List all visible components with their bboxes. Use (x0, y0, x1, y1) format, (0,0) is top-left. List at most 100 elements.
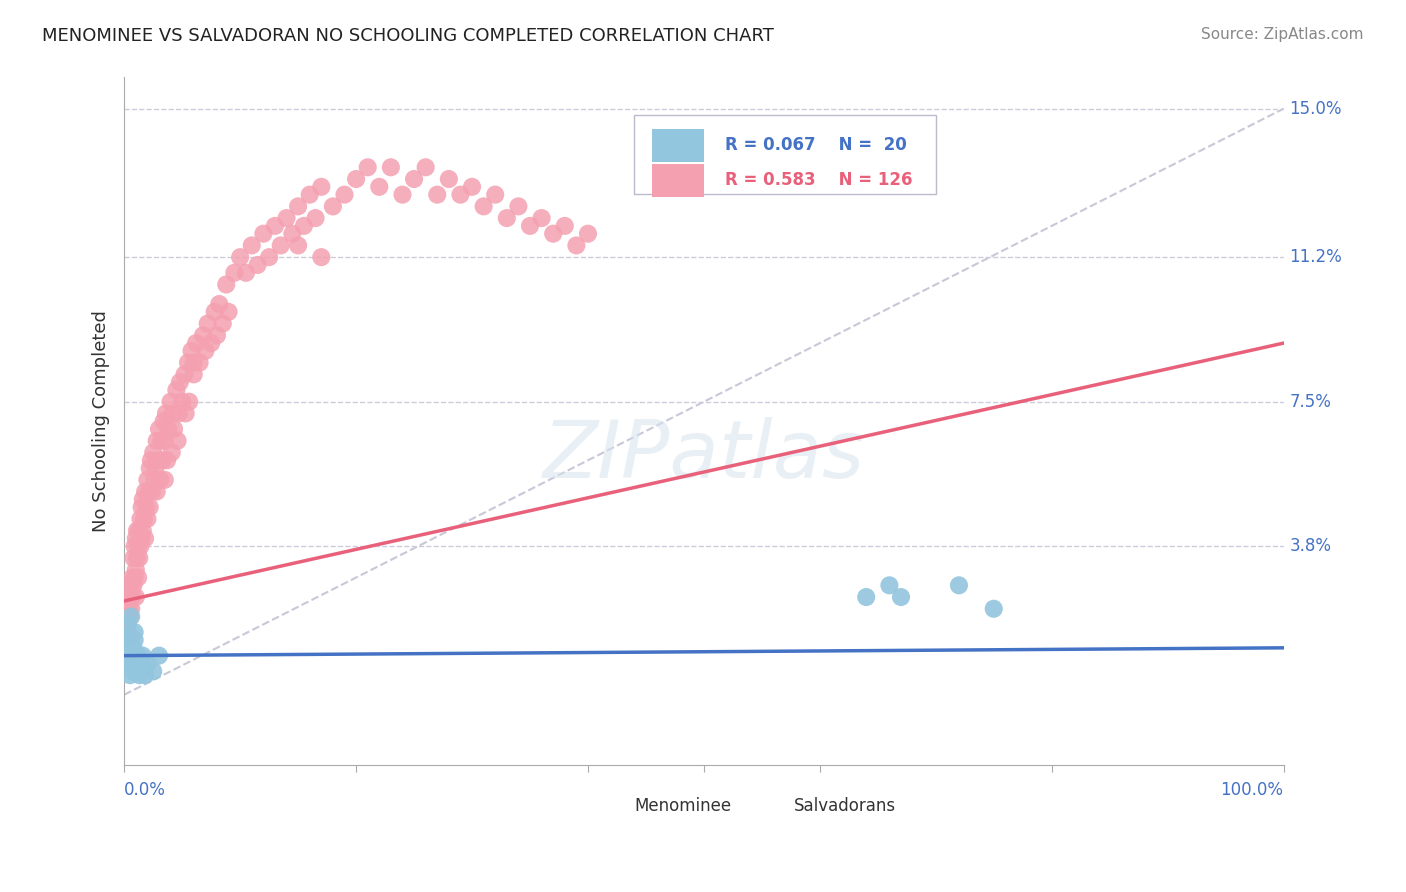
Point (132, 648, 155, 663)
Point (122, 640, 145, 655)
Point (204, 305, 226, 319)
Point (127, 539, 149, 553)
Point (129, 539, 152, 553)
Bar (756, 797, 785, 814)
Point (118, 629, 141, 643)
Point (131, 532, 153, 546)
Text: 15.0%: 15.0% (1289, 100, 1341, 118)
Point (132, 492, 155, 507)
Point (184, 336, 207, 351)
Point (257, 250, 280, 264)
Point (304, 211, 326, 225)
Point (121, 640, 143, 655)
Point (136, 657, 159, 671)
Point (380, 161, 402, 175)
Text: 0.0%: 0.0% (124, 780, 166, 798)
Point (146, 453, 169, 467)
Text: R = 0.067    N =  20: R = 0.067 N = 20 (724, 136, 907, 154)
Point (426, 187, 449, 202)
Point (118, 590, 141, 604)
Point (287, 238, 309, 252)
Point (125, 563, 148, 577)
Point (264, 219, 287, 233)
Point (124, 633, 146, 648)
Point (519, 219, 541, 233)
Point (156, 453, 179, 467)
Point (120, 601, 142, 615)
Point (530, 211, 553, 225)
Point (135, 500, 157, 515)
Point (136, 473, 159, 487)
Point (368, 179, 391, 194)
Point (565, 238, 588, 252)
Point (948, 578, 970, 592)
Point (127, 570, 149, 584)
Point (188, 356, 211, 370)
Point (125, 648, 148, 663)
Point (415, 161, 437, 175)
Point (160, 445, 183, 459)
Point (120, 609, 142, 624)
Point (554, 219, 576, 233)
Point (298, 187, 321, 202)
Point (121, 657, 143, 671)
Point (252, 227, 274, 241)
Point (508, 199, 530, 213)
Point (983, 601, 1005, 615)
Point (322, 199, 344, 213)
Text: Menominee: Menominee (634, 797, 731, 814)
Point (138, 484, 160, 499)
Point (131, 657, 153, 671)
Point (163, 422, 186, 436)
Text: 3.8%: 3.8% (1289, 537, 1331, 555)
Point (118, 629, 141, 643)
Point (191, 328, 214, 343)
Point (152, 453, 174, 467)
Point (224, 266, 246, 280)
Point (118, 601, 141, 615)
Point (125, 590, 148, 604)
Point (215, 277, 238, 292)
Bar (652, 163, 704, 196)
Point (121, 590, 143, 604)
Point (115, 648, 138, 663)
Point (153, 434, 176, 448)
Point (131, 500, 153, 515)
Point (122, 578, 145, 592)
Point (128, 524, 150, 538)
Point (118, 629, 141, 643)
Point (149, 473, 172, 487)
Point (311, 250, 333, 264)
Point (117, 617, 139, 632)
Point (143, 473, 166, 487)
Point (136, 512, 159, 526)
Text: 100.0%: 100.0% (1220, 780, 1284, 798)
Point (183, 368, 205, 382)
Point (333, 187, 356, 202)
Point (461, 179, 484, 194)
Point (115, 617, 138, 632)
Point (166, 434, 188, 448)
Point (172, 394, 194, 409)
Point (118, 640, 141, 655)
Point (449, 187, 471, 202)
Point (141, 484, 163, 499)
Point (125, 524, 148, 538)
Point (484, 187, 506, 202)
Point (139, 453, 162, 467)
Point (180, 343, 202, 358)
Point (118, 629, 141, 643)
Text: Source: ZipAtlas.com: Source: ZipAtlas.com (1201, 27, 1364, 42)
Point (194, 343, 217, 358)
Point (120, 578, 142, 592)
Text: 11.2%: 11.2% (1289, 248, 1343, 266)
Point (183, 356, 205, 370)
Point (132, 512, 155, 526)
Point (118, 668, 141, 682)
Point (270, 238, 292, 252)
Bar (599, 797, 628, 814)
Point (138, 500, 160, 515)
Text: MENOMINEE VS SALVADORAN NO SCHOOLING COMPLETED CORRELATION CHART: MENOMINEE VS SALVADORAN NO SCHOOLING COM… (42, 27, 775, 45)
Point (124, 539, 146, 553)
Point (122, 665, 145, 679)
